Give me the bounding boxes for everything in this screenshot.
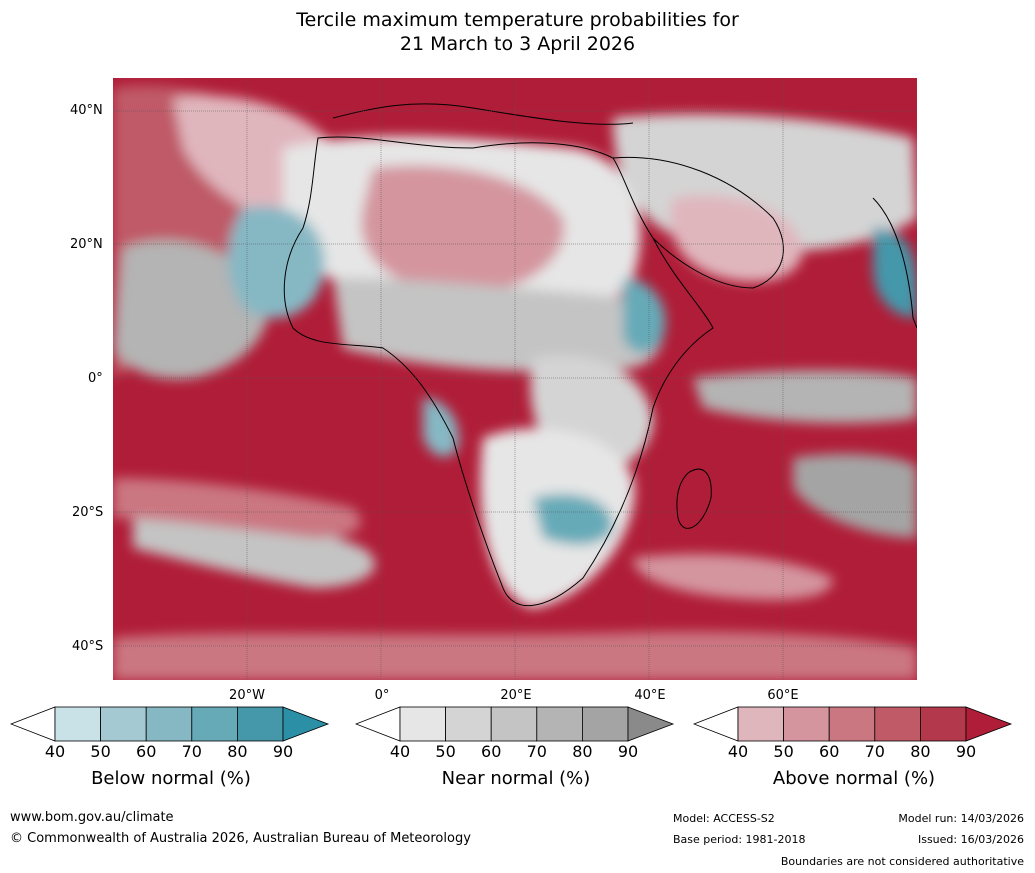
- lon-label-40e: 40°E: [634, 688, 666, 703]
- near-colorbar-tick: 70: [526, 742, 547, 761]
- below-colorbar-segment: [191, 706, 238, 742]
- model-text: Model: ACCESS-S2: [673, 812, 775, 825]
- southern-africa-teal-region: [533, 494, 613, 545]
- issued-text: Issued: 16/03/2026: [917, 833, 1024, 846]
- india-coastline: [872, 197, 917, 329]
- near-colorbar-tick: 90: [617, 742, 639, 761]
- near-colorbar-tick: 40: [389, 742, 411, 761]
- title-line-2: 21 March to 3 April 2026: [399, 33, 636, 55]
- angola-coast-teal-region: [423, 398, 459, 457]
- below-colorbar-tick: 60: [136, 742, 157, 761]
- model-run-text: Model run: 14/03/2026: [898, 812, 1024, 825]
- above-colorbar-segment: [919, 706, 967, 742]
- india-teal-region: [873, 228, 917, 318]
- east-africa-teal-region: [623, 278, 666, 353]
- near-colorbar-tick: 80: [572, 742, 593, 761]
- far-south-pink-region: [113, 631, 917, 680]
- below-colorbar-tick: 90: [272, 742, 294, 761]
- madagascar-coastline: [676, 468, 712, 529]
- near-colorbar-min-extend: [355, 706, 401, 742]
- above-colorbar-tick: 60: [819, 742, 840, 761]
- below-colorbar-segment: [54, 706, 101, 742]
- near-colorbar-segment: [399, 706, 446, 742]
- indian-ocean-grey-south: [793, 453, 917, 538]
- above-normal-colorbar: [693, 706, 1013, 742]
- disclaimer-text: Boundaries are not considered authoritat…: [780, 855, 1024, 868]
- lat-label-40n: 40°N: [70, 103, 103, 118]
- above-colorbar-tick: 50: [773, 742, 794, 761]
- near-colorbar-tick: 50: [435, 742, 456, 761]
- below-colorbar-tick: 80: [227, 742, 248, 761]
- lat-label-equator: 0°: [88, 371, 103, 386]
- graticule: [113, 78, 917, 680]
- above-colorbar-max-extend: [965, 706, 1013, 742]
- near-colorbar-tick: 60: [481, 742, 502, 761]
- near-colorbar-segment: [490, 706, 538, 742]
- north-atlantic-grey-region: [113, 240, 269, 379]
- africa-coastline: [283, 136, 714, 607]
- lon-label-60e: 60°E: [767, 688, 799, 703]
- copyright-text: © Commonwealth of Australia 2026, Austra…: [10, 831, 471, 846]
- near-colorbar-max-extend: [627, 706, 675, 742]
- below-colorbar-max-extend: [282, 706, 330, 742]
- near-colorbar-segment: [445, 706, 492, 742]
- above-colorbar-tick: 70: [864, 742, 885, 761]
- above-colorbar-min-extend: [693, 706, 739, 742]
- west-africa-teal-region: [228, 206, 325, 318]
- above-colorbar-tick: 40: [727, 742, 749, 761]
- sahel-grey-region: [333, 278, 663, 372]
- below-colorbar-tick: 70: [181, 742, 202, 761]
- website-text: www.bom.gov.au/climate: [10, 810, 174, 825]
- above-colorbar-segment: [783, 706, 830, 742]
- arabia-pink-region: [670, 195, 803, 282]
- lat-label-20n: 20°N: [70, 237, 103, 252]
- lat-label-40s: 40°S: [72, 639, 104, 654]
- below-colorbar-segment: [145, 706, 193, 742]
- above-colorbar-segment: [737, 706, 784, 742]
- map-title: Tercile maximum temperature probabilitie…: [0, 8, 1035, 56]
- above-colorbar-segment: [828, 706, 876, 742]
- lon-label-20w: 20°W: [229, 688, 265, 703]
- lon-label-20e: 20°E: [500, 688, 532, 703]
- near-normal-colorbar: [355, 706, 675, 742]
- lat-label-20s: 20°S: [72, 505, 104, 520]
- below-colorbar-tick: 50: [90, 742, 111, 761]
- below-normal-label: Below normal (%): [91, 768, 251, 789]
- above-colorbar-tick: 80: [910, 742, 931, 761]
- below-normal-colorbar: [10, 706, 330, 742]
- south-atlantic-pink-region: [113, 478, 361, 538]
- sahara-pink-region: [361, 165, 565, 294]
- indian-ocean-grey-north: [693, 370, 917, 424]
- below-colorbar-segment: [100, 706, 147, 742]
- base-period-text: Base period: 1981-2018: [673, 833, 806, 846]
- below-colorbar-segment: [236, 706, 284, 742]
- lon-label-0: 0°: [374, 688, 390, 703]
- title-line-1: Tercile maximum temperature probabilitie…: [296, 9, 739, 31]
- probability-map: [113, 78, 917, 680]
- europe-coastline: [332, 103, 634, 125]
- south-atlantic-grey-region: [133, 505, 375, 588]
- near-colorbar-segment: [536, 706, 583, 742]
- above-colorbar-tick: 90: [955, 742, 977, 761]
- above-normal-label: Above normal (%): [772, 768, 936, 789]
- above-colorbar-segment: [874, 706, 921, 742]
- below-colorbar-tick: 40: [44, 742, 66, 761]
- near-normal-label: Near normal (%): [441, 768, 591, 789]
- below-colorbar-min-extend: [10, 706, 56, 742]
- near-colorbar-segment: [581, 706, 629, 742]
